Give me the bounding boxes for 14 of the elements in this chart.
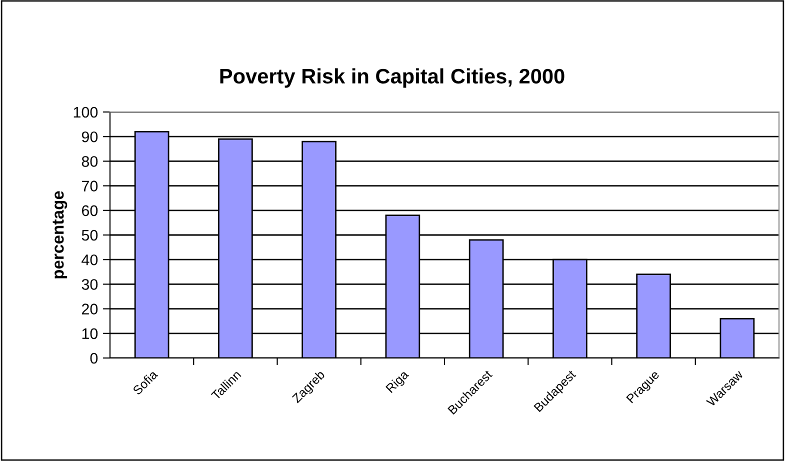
y-tick-label: 60: [82, 205, 98, 216]
y-axis-title: percentage: [52, 191, 68, 278]
y-tick-label: 40: [82, 254, 98, 266]
y-tick-label: 30: [82, 279, 98, 290]
x-tick-label: Riga: [385, 369, 411, 395]
y-tick-label: 90: [82, 131, 98, 142]
y-tick-label: 20: [82, 304, 98, 314]
y-tick-label: 0: [90, 352, 98, 364]
y-tick-label: 70: [82, 180, 98, 192]
y-tick-label: 10: [82, 328, 98, 340]
y-tick-label: 80: [82, 156, 98, 167]
y-tick-label: 50: [82, 230, 98, 241]
chart-title: Poverty Risk in Capital Cities, 2000: [220, 68, 564, 88]
y-tick-label: 100: [74, 106, 98, 118]
